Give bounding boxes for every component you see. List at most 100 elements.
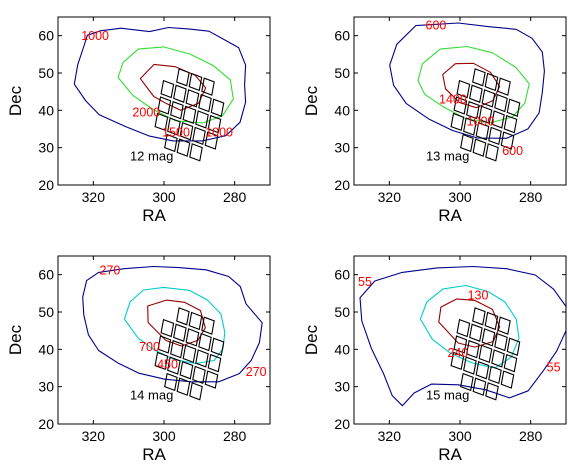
panel-label: 14 mag [130, 388, 173, 403]
contour-600 [389, 22, 545, 139]
ccd-chip [167, 117, 181, 136]
ccd-chip [182, 344, 197, 364]
ccd-chip [157, 335, 172, 354]
ccd-chip [450, 112, 465, 132]
ccd-chip [472, 138, 487, 157]
panel-15-mag: 55 130 240 55 15 mag 320 300 280 20 30 40 50 60 RA Dec [302, 255, 567, 464]
plot-area: 55 130 240 55 [358, 265, 566, 407]
ccd-chip [198, 93, 212, 113]
ccd-chip [164, 133, 178, 153]
ccd-chip [453, 96, 468, 115]
ccd-chip [176, 377, 191, 396]
x-tick-label: 320 [378, 189, 402, 205]
ccd-chip [491, 349, 505, 368]
ccd-chip [204, 131, 219, 150]
ccd-chip [154, 351, 169, 371]
x-tick-label: 300 [152, 189, 176, 205]
ccd-chip [210, 98, 225, 117]
panel-label: 12 mag [130, 149, 173, 164]
ccd-chip [472, 377, 487, 396]
y-tick-label: 20 [334, 416, 350, 432]
contour-700 [147, 299, 206, 347]
contour-label: 1400 [439, 93, 467, 107]
ccd-chip [481, 328, 496, 347]
contour-label: 600 [426, 19, 447, 33]
ccd-chip [503, 353, 518, 373]
contour-label: 2000 [132, 106, 160, 120]
y-tick-label: 30 [334, 140, 350, 156]
x-tick-label: 280 [519, 428, 543, 444]
ccd-chip [167, 356, 181, 375]
plot-area: 270 700 450 270 [82, 263, 267, 401]
panel-label: 15 mag [426, 388, 469, 403]
y-tick-label: 40 [334, 341, 350, 357]
ccd-chip [494, 332, 508, 352]
y-tick-label: 40 [38, 102, 54, 118]
contour-450 [123, 286, 226, 365]
ccd-chip [192, 365, 206, 385]
ccd-chip [478, 344, 493, 364]
y-tick-label: 50 [334, 65, 350, 81]
ccd-chip [188, 72, 203, 92]
x-tick-label: 280 [223, 428, 247, 444]
y-tick-label: 50 [38, 65, 54, 81]
ccd-chip [469, 323, 483, 342]
ccd-chip [478, 105, 493, 125]
contour-label: 55 [547, 361, 561, 375]
x-axis-label: RA [438, 445, 462, 464]
ccd-chip [497, 316, 511, 335]
ccd-chip [472, 68, 486, 87]
ccd-chip [204, 370, 219, 389]
ccd-chip [195, 110, 209, 129]
contour-label: 1000 [81, 29, 109, 43]
contour-1500 [117, 46, 234, 124]
ccd-chip [485, 143, 499, 162]
ccd-chip [506, 337, 521, 356]
ccd-chip [472, 307, 486, 326]
ccd-chip [160, 318, 175, 338]
ccd-chip [494, 93, 508, 113]
ccd-chip [466, 339, 480, 359]
contour-label: 600 [502, 144, 523, 158]
ccd-chip [192, 126, 206, 146]
ccd-chip [500, 131, 515, 150]
ccd-chip [207, 353, 222, 373]
x-tick-label: 300 [448, 189, 472, 205]
ccd-chip [182, 105, 197, 125]
ccd-chip [456, 318, 471, 338]
contour-label: 55 [358, 275, 372, 289]
contour-label: 240 [447, 346, 468, 360]
ccd-chip [460, 372, 474, 392]
ccd-chip [475, 361, 490, 380]
ccd-chip [481, 89, 496, 108]
ccd-chip [488, 126, 502, 146]
panel-14-mag: 270 700 450 270 14 mag 320 300 280 20 30 40 50 60 RA D… [6, 255, 271, 464]
y-tick-label: 60 [334, 267, 350, 283]
ccd-chip [469, 84, 483, 103]
x-tick-label: 280 [223, 189, 247, 205]
ccd-chip [157, 96, 172, 115]
y-tick-label: 50 [334, 304, 350, 320]
contour-label: 270 [246, 365, 267, 379]
ccd-chip [176, 68, 190, 87]
x-axis-label: RA [438, 206, 462, 225]
contour-1000 [417, 45, 530, 124]
ccd-chip [503, 114, 518, 134]
x-tick-label: 300 [448, 428, 472, 444]
ccd-chip [195, 349, 209, 368]
ccd-chip [460, 133, 474, 153]
y-tick-label: 30 [334, 379, 350, 395]
ccd-chip [450, 351, 465, 371]
x-axis-label: RA [142, 445, 166, 464]
ccd-chip [201, 77, 215, 96]
ccd-chip [506, 98, 521, 117]
ccd-chip [189, 382, 203, 401]
ccd-chip [164, 372, 178, 392]
contour-label: 1500 [162, 125, 190, 139]
ccd-chip [463, 117, 477, 136]
y-axis-label: Dec [302, 324, 321, 355]
contour-label: 1000 [205, 125, 233, 139]
contour-1000 [73, 26, 247, 142]
